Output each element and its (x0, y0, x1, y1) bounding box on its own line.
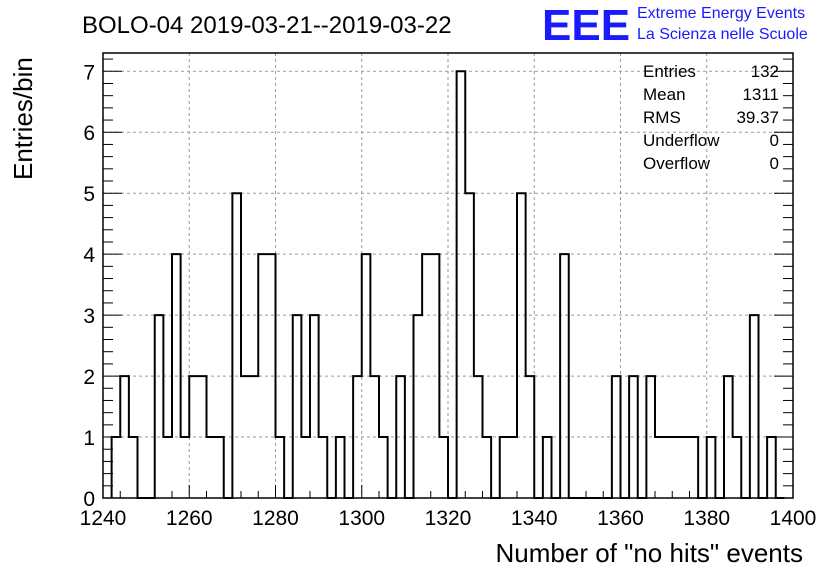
x-tick-label: 1360 (597, 507, 644, 530)
histogram-bin (767, 437, 776, 498)
x-tick-label: 1280 (252, 507, 299, 530)
eee-logo: EEE Extreme Energy Events La Scienza nel… (542, 1, 808, 50)
histogram-bin (465, 193, 474, 498)
histogram-bin (207, 437, 216, 498)
y-tick-label: 3 (83, 305, 95, 328)
histogram-bin (457, 71, 466, 498)
histogram-bin (129, 437, 138, 498)
x-tick-label: 1260 (166, 507, 213, 530)
x-tick-label: 1400 (770, 507, 817, 530)
histogram-bin (681, 437, 690, 498)
stat-value: 0 (770, 154, 779, 173)
histogram-bin (690, 437, 699, 498)
histogram-bin (414, 315, 423, 498)
stat-value: 0 (770, 131, 779, 150)
histogram-bin (319, 437, 328, 498)
histogram-bin (707, 437, 716, 498)
y-tick-label: 5 (83, 183, 95, 206)
histogram-bin (215, 437, 224, 498)
x-tick-labels: 1240 1260 1280 1300 1320 1340 1360 1380 1400 (80, 507, 817, 530)
histogram-bin (379, 437, 388, 498)
y-tick-label: 4 (83, 244, 95, 267)
logo-line-2: La Scienza nelle Scuole (637, 26, 808, 43)
histogram-bin (293, 315, 302, 498)
histogram-bin (336, 437, 345, 498)
y-tick-label: 2 (83, 366, 95, 389)
histogram-bin (517, 193, 526, 498)
histogram-bin (310, 315, 319, 498)
histogram-bin (301, 437, 310, 498)
histogram-bin (155, 315, 164, 498)
stat-label: Mean (643, 85, 686, 104)
stat-label: Overflow (643, 154, 711, 173)
y-tick-label: 7 (83, 61, 95, 84)
histogram-bin (163, 437, 172, 498)
x-tick-label: 1300 (338, 507, 385, 530)
histogram-bin (664, 437, 673, 498)
stats-box: Entries 132 Mean 1311 RMS 39.37 Underflow 0 Over… (643, 62, 779, 173)
y-tick-label: 6 (83, 122, 95, 145)
histogram-bin (672, 437, 681, 498)
x-tick-label: 1380 (683, 507, 730, 530)
histogram-bin (750, 315, 759, 498)
y-tick-label: 0 (83, 488, 95, 511)
stat-label: Underflow (643, 131, 720, 150)
stat-value: 1311 (742, 85, 779, 104)
histogram-bin (500, 437, 509, 498)
x-tick-label: 1240 (80, 507, 127, 530)
x-axis-label: Number of "no hits" events (496, 538, 804, 568)
histogram-bin (655, 437, 664, 498)
y-tick-labels: 0 1 2 3 4 5 6 7 (83, 61, 95, 511)
stat-value: 39.37 (736, 108, 779, 127)
histogram-outline (110, 70, 785, 499)
histogram-bin (181, 437, 190, 498)
chart-title: BOLO-04 2019-03-21--2019-03-22 (82, 12, 452, 39)
logo-mark: EEE (542, 1, 630, 50)
histogram-bin (439, 437, 448, 498)
histogram-bin (112, 437, 121, 498)
y-axis-label: Entries/bin (8, 57, 38, 180)
x-tick-label: 1340 (511, 507, 558, 530)
histogram-bin (733, 437, 742, 498)
histogram-bin (232, 193, 241, 498)
x-tick-label: 1320 (425, 507, 472, 530)
histogram-bin (483, 437, 492, 498)
stat-label: Entries (643, 62, 696, 81)
histogram-bin (543, 437, 552, 498)
logo-line-1: Extreme Energy Events (637, 5, 805, 22)
histogram-bin (276, 437, 285, 498)
stat-label: RMS (643, 108, 681, 127)
histogram-bin (508, 437, 517, 498)
y-tick-label: 1 (83, 427, 95, 450)
stat-value: 132 (751, 62, 779, 81)
axis-ticks (102, 58, 794, 499)
